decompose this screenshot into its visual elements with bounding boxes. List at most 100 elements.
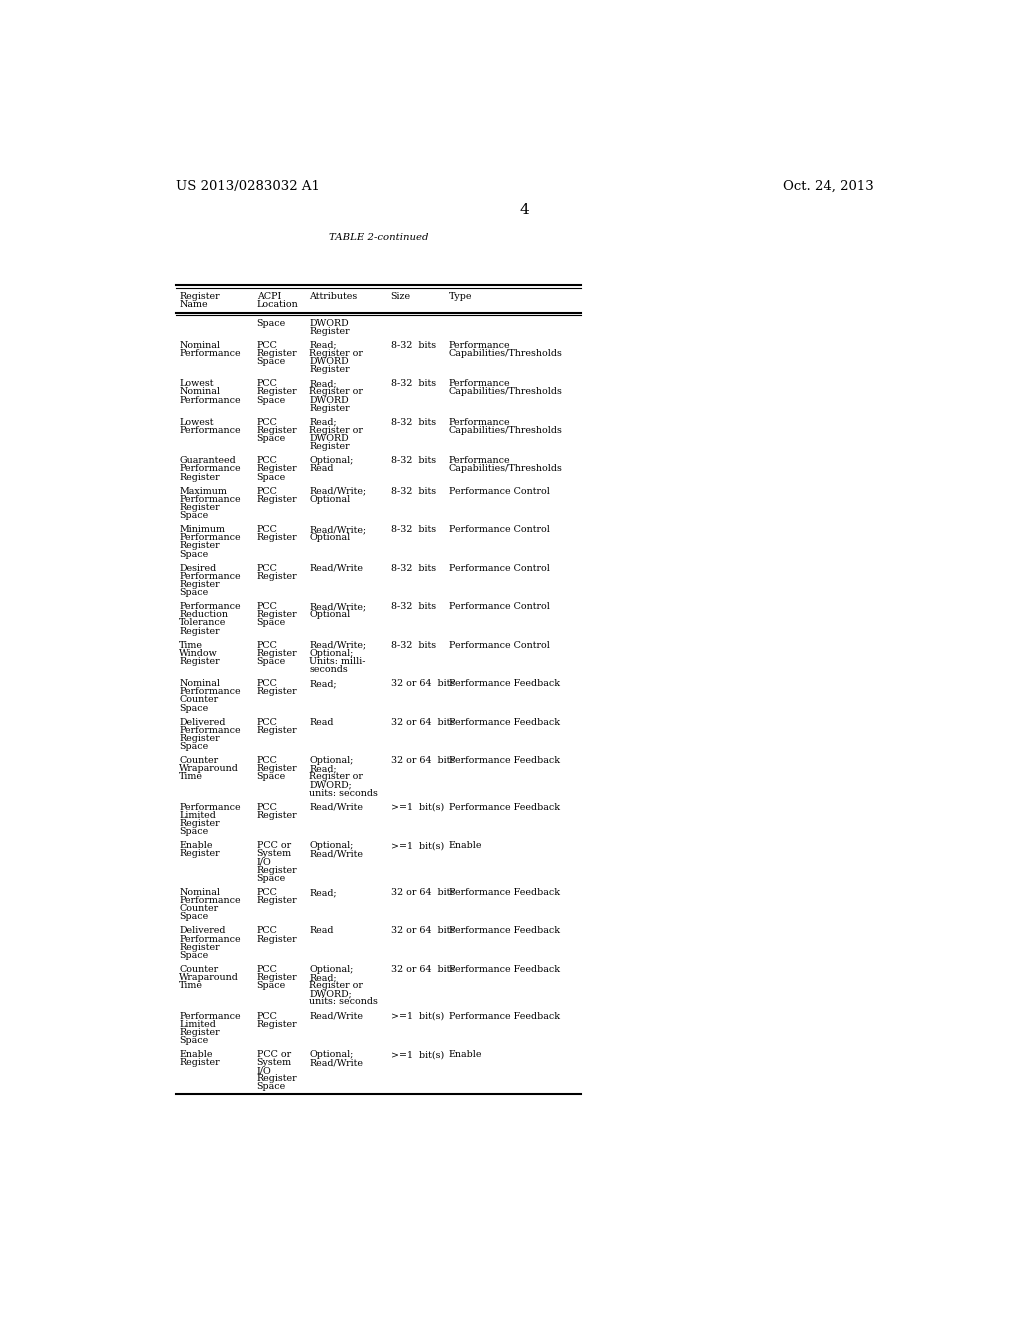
Text: Space: Space — [179, 1036, 209, 1045]
Text: Time: Time — [179, 772, 203, 781]
Text: Optional;: Optional; — [309, 841, 353, 850]
Text: Register: Register — [257, 1074, 297, 1084]
Text: Read/Write: Read/Write — [309, 850, 364, 858]
Text: Read;: Read; — [309, 764, 337, 774]
Text: DWORD;: DWORD; — [309, 989, 352, 998]
Text: Optional: Optional — [309, 495, 350, 504]
Text: Nominal: Nominal — [179, 680, 220, 688]
Text: Read: Read — [309, 718, 334, 727]
Text: Lowest: Lowest — [179, 418, 214, 426]
Text: Register: Register — [257, 764, 297, 774]
Text: Wraparound: Wraparound — [179, 973, 239, 982]
Text: >=1  bit(s): >=1 bit(s) — [391, 841, 444, 850]
Text: PCC: PCC — [257, 718, 278, 727]
Text: PCC: PCC — [257, 487, 278, 496]
Text: Register: Register — [257, 610, 297, 619]
Text: Performance: Performance — [179, 348, 241, 358]
Text: Read: Read — [309, 927, 334, 936]
Text: Register: Register — [309, 442, 350, 451]
Text: Performance: Performance — [449, 341, 511, 350]
Text: Nominal: Nominal — [179, 341, 220, 350]
Text: Space: Space — [179, 704, 209, 713]
Text: Space: Space — [257, 1082, 286, 1092]
Text: >=1  bit(s): >=1 bit(s) — [391, 1049, 444, 1059]
Text: Performance: Performance — [179, 896, 241, 906]
Text: 8-32  bits: 8-32 bits — [391, 564, 436, 573]
Text: Register: Register — [309, 366, 350, 374]
Text: Performance: Performance — [449, 457, 511, 466]
Text: Read/Write;: Read/Write; — [309, 640, 367, 649]
Text: Performance: Performance — [179, 533, 241, 543]
Text: Register: Register — [257, 533, 297, 543]
Text: 8-32  bits: 8-32 bits — [391, 602, 436, 611]
Text: DWORD: DWORD — [309, 396, 349, 404]
Text: Performance: Performance — [179, 396, 241, 404]
Text: Performance Control: Performance Control — [449, 525, 550, 535]
Text: Performance: Performance — [179, 1011, 241, 1020]
Text: PCC: PCC — [257, 965, 278, 974]
Text: 32 or 64  bits: 32 or 64 bits — [391, 888, 455, 898]
Text: Register: Register — [257, 866, 297, 875]
Text: Register: Register — [257, 495, 297, 504]
Text: Register or: Register or — [309, 426, 364, 436]
Text: Read/Write;: Read/Write; — [309, 525, 367, 535]
Text: Performance Control: Performance Control — [449, 602, 550, 611]
Text: Type: Type — [449, 293, 472, 301]
Text: Space: Space — [179, 912, 209, 921]
Text: ACPI: ACPI — [257, 293, 281, 301]
Text: Performance: Performance — [179, 935, 241, 944]
Text: Performance: Performance — [179, 495, 241, 504]
Text: Wraparound: Wraparound — [179, 764, 239, 774]
Text: Register: Register — [179, 293, 220, 301]
Text: Read;: Read; — [309, 418, 337, 426]
Text: US 2013/0283032 A1: US 2013/0283032 A1 — [176, 180, 319, 193]
Text: Register: Register — [179, 579, 220, 589]
Text: Limited: Limited — [179, 1019, 216, 1028]
Text: 32 or 64  bits: 32 or 64 bits — [391, 718, 455, 727]
Text: Read;: Read; — [309, 379, 337, 388]
Text: Performance Control: Performance Control — [449, 564, 550, 573]
Text: Register: Register — [179, 657, 220, 667]
Text: Performance: Performance — [179, 465, 241, 474]
Text: Read;: Read; — [309, 680, 337, 688]
Text: DWORD;: DWORD; — [309, 780, 352, 789]
Text: Guaranteed: Guaranteed — [179, 457, 236, 466]
Text: Counter: Counter — [179, 904, 218, 913]
Text: PCC: PCC — [257, 457, 278, 466]
Text: Read/Write;: Read/Write; — [309, 487, 367, 496]
Text: Size: Size — [391, 293, 411, 301]
Text: Performance Feedback: Performance Feedback — [449, 965, 560, 974]
Text: Enable: Enable — [449, 1049, 482, 1059]
Text: Performance: Performance — [179, 803, 241, 812]
Text: Optional;: Optional; — [309, 965, 353, 974]
Text: Space: Space — [179, 742, 209, 751]
Text: System: System — [257, 850, 292, 858]
Text: PCC or: PCC or — [257, 1049, 291, 1059]
Text: PCC: PCC — [257, 756, 278, 766]
Text: Tolerance: Tolerance — [179, 619, 226, 627]
Text: Optional;: Optional; — [309, 756, 353, 766]
Text: Performance Feedback: Performance Feedback — [449, 756, 560, 766]
Text: 4: 4 — [520, 203, 529, 216]
Text: Oct. 24, 2013: Oct. 24, 2013 — [782, 180, 873, 193]
Text: 32 or 64  bits: 32 or 64 bits — [391, 756, 455, 766]
Text: Register: Register — [257, 426, 297, 436]
Text: Register: Register — [309, 404, 350, 413]
Text: Optional;: Optional; — [309, 649, 353, 657]
Text: Register: Register — [179, 1028, 220, 1036]
Text: PCC: PCC — [257, 602, 278, 611]
Text: Delivered: Delivered — [179, 718, 225, 727]
Text: Register: Register — [257, 935, 297, 944]
Text: Nominal: Nominal — [179, 388, 220, 396]
Text: 8-32  bits: 8-32 bits — [391, 418, 436, 426]
Text: PCC: PCC — [257, 927, 278, 936]
Text: 8-32  bits: 8-32 bits — [391, 341, 436, 350]
Text: Read: Read — [309, 465, 334, 474]
Text: Register: Register — [179, 942, 220, 952]
Text: 32 or 64  bits: 32 or 64 bits — [391, 680, 455, 688]
Text: Performance Feedback: Performance Feedback — [449, 680, 560, 688]
Text: Time: Time — [179, 981, 203, 990]
Text: Minimum: Minimum — [179, 525, 225, 535]
Text: Register: Register — [309, 326, 350, 335]
Text: Reduction: Reduction — [179, 610, 228, 619]
